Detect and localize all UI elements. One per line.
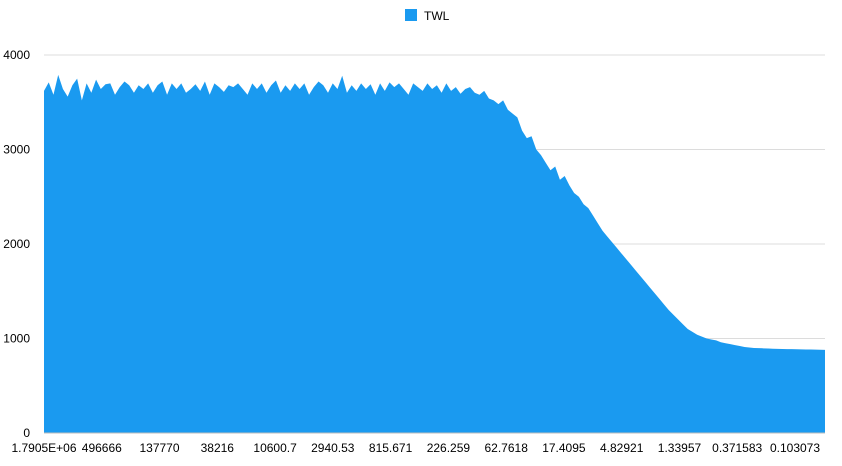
legend: TWL: [405, 9, 450, 23]
y-axis-tick-labels: 0 1000 2000 3000 4000: [3, 48, 30, 440]
x-tick-label: 62.7618: [485, 441, 529, 455]
x-axis-tick-labels: 1.7905E+06 496666 137770 38216 10600.7 2940.5…: [11, 441, 820, 455]
x-tick-label: 17.4095: [542, 441, 586, 455]
x-tick-label: 0.371583: [712, 441, 762, 455]
y-tick-label: 0: [23, 426, 30, 440]
x-tick-label: 815.671: [369, 441, 413, 455]
x-tick-label: 2940.53: [311, 441, 355, 455]
x-tick-label: 1.33957: [658, 441, 702, 455]
y-tick-label: 4000: [3, 48, 30, 62]
x-tick-label: 0.103073: [770, 441, 820, 455]
x-tick-label: 4.82921: [600, 441, 644, 455]
legend-label-twl: TWL: [424, 9, 450, 23]
legend-swatch-twl: [405, 9, 417, 21]
x-tick-label: 38216: [201, 441, 235, 455]
x-tick-label: 1.7905E+06: [11, 441, 76, 455]
y-tick-label: 3000: [3, 143, 30, 157]
y-tick-label: 2000: [3, 237, 30, 251]
y-tick-label: 1000: [3, 332, 30, 346]
x-tick-label: 10600.7: [253, 441, 297, 455]
x-tick-label: 226.259: [427, 441, 471, 455]
series-area-twl: [44, 74, 825, 433]
series-layer: [44, 74, 825, 433]
x-tick-label: 496666: [82, 441, 122, 455]
x-tick-label: 137770: [139, 441, 179, 455]
